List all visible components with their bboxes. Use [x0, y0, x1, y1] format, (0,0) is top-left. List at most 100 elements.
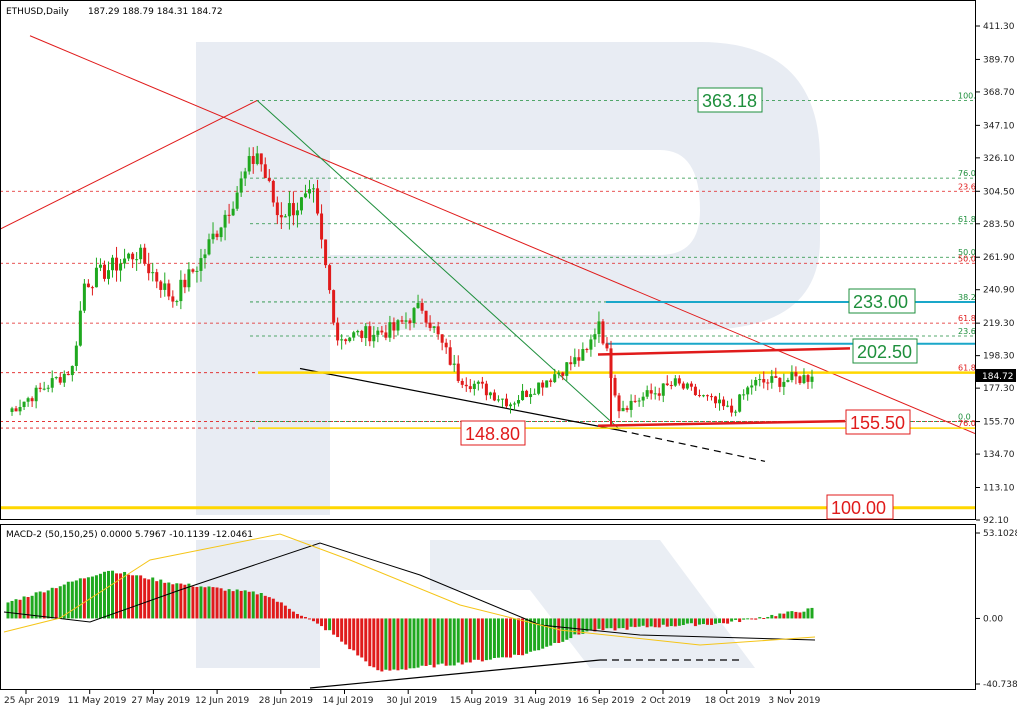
macd-bar: [509, 618, 512, 658]
macd-bar: [42, 592, 46, 619]
macd-bar: [722, 618, 726, 624]
macd-bar: [62, 584, 66, 619]
macd-bar: [472, 618, 476, 660]
candle-body: [601, 321, 605, 344]
candle-body: [175, 301, 179, 303]
macd-bar: [774, 616, 778, 619]
candle-body: [102, 264, 106, 279]
macd-bar: [38, 591, 42, 619]
level-box-1488: [460, 420, 526, 446]
macd-bar: [669, 618, 673, 627]
candle-body: [625, 408, 629, 410]
candle-body: [119, 263, 123, 271]
candle-body: [74, 345, 78, 366]
level-box-2025: [852, 338, 918, 364]
macd-bar: [299, 615, 303, 619]
macd-bar: [360, 618, 364, 658]
candle-body: [476, 381, 480, 384]
level-line-1555: [597, 419, 846, 427]
macd-bar: [159, 579, 163, 619]
candle-body: [143, 247, 147, 264]
candle-body: [159, 281, 163, 290]
candle-body: [22, 401, 26, 408]
macd-bar: [428, 618, 432, 665]
macd-bar: [324, 618, 328, 631]
macd-bar: [697, 618, 701, 625]
candle-body: [364, 326, 368, 339]
macd-bar: [440, 618, 444, 664]
macd-bar: [718, 618, 722, 623]
macd-bar: [802, 611, 806, 619]
macd-bar: [621, 618, 625, 629]
macd-bar: [275, 601, 279, 619]
candle-body: [332, 290, 336, 323]
candle-body: [806, 375, 810, 382]
macd-axis-label: 53.1028: [983, 529, 1017, 539]
macd-bar: [545, 618, 549, 647]
candle-body: [123, 258, 127, 264]
candle-body: [235, 192, 239, 209]
macd-bar: [613, 618, 617, 631]
macd-bar: [488, 618, 492, 660]
time-axis-label: 3 Nov 2019: [768, 696, 820, 706]
candle-body: [404, 320, 408, 322]
candle-body: [448, 347, 452, 365]
candle-body: [263, 164, 267, 179]
macd-bar: [661, 618, 665, 625]
candle-body: [66, 373, 70, 376]
current-price-tag: [976, 369, 1016, 382]
macd-bar: [70, 581, 74, 619]
price-axis-label: 389.70: [983, 55, 1015, 65]
macd-bar: [267, 597, 271, 619]
macd-bar: [597, 618, 601, 629]
candle-body: [70, 365, 74, 376]
candle-body: [147, 263, 151, 274]
candle-body: [227, 214, 231, 216]
candle-body: [529, 394, 533, 398]
candle-body: [30, 398, 34, 402]
macd-bar: [291, 611, 295, 619]
macd-bar: [436, 618, 440, 665]
macd-bar: [593, 618, 597, 632]
candle-body: [533, 393, 537, 395]
macd-bar: [412, 618, 416, 669]
macd-bar: [34, 592, 38, 619]
candle-body: [396, 320, 400, 331]
macd-bar: [135, 575, 139, 619]
candle-body: [259, 153, 263, 165]
candle-body: [247, 156, 251, 172]
candle-body: [14, 408, 18, 412]
candle-body: [730, 405, 734, 413]
macd-bar: [203, 587, 207, 619]
macd-bar: [617, 618, 621, 629]
macd-trend-line: [309, 659, 601, 689]
macd-bar: [26, 597, 30, 619]
macd-label: MACD-2 (50,150,25) 0.0000 5.7967 -10.113…: [6, 530, 253, 540]
macd-bar: [340, 618, 344, 642]
price-axis-label: 368.70: [983, 88, 1015, 98]
candle-body: [802, 375, 806, 384]
price-axis-label: 283.50: [983, 220, 1015, 230]
candle-body: [553, 374, 557, 383]
candle-body: [255, 153, 259, 164]
macd-bar: [14, 599, 18, 619]
candle-body: [360, 330, 364, 339]
macd-bar: [287, 608, 291, 619]
macd-bar: [513, 618, 517, 655]
candle-body: [750, 385, 754, 388]
macd-bar: [589, 618, 593, 631]
macd-bar: [143, 578, 147, 619]
candle-body: [798, 376, 802, 384]
macd-bar: [432, 618, 436, 668]
candle-body: [267, 178, 271, 181]
candle-body: [98, 264, 102, 268]
candle-body: [320, 213, 324, 240]
candle-body: [356, 330, 360, 333]
macd-bar: [404, 618, 408, 670]
candle-body: [577, 357, 581, 361]
candle-body: [685, 383, 689, 389]
macd-bar: [239, 590, 243, 619]
macd-bar: [123, 571, 127, 619]
macd-bar: [396, 618, 400, 671]
macd-bar: [770, 614, 774, 619]
